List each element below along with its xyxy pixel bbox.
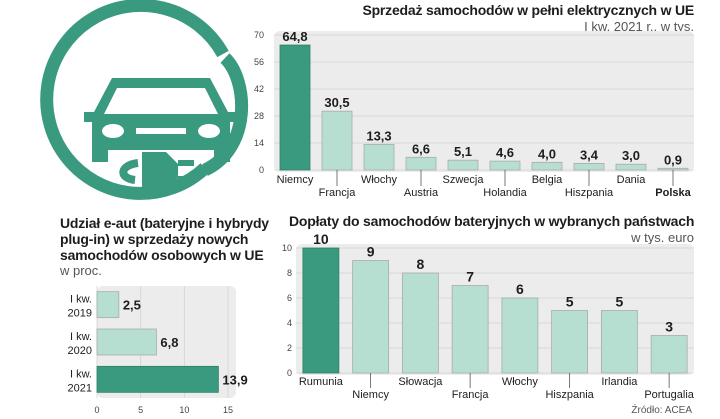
chart1-value-label: 13,3	[366, 128, 391, 143]
chart3-category-label: Słowacja	[398, 376, 443, 388]
chart1-ytick-label: 56	[254, 57, 264, 67]
chart2-category-label-line1: I kw.	[70, 368, 92, 380]
chart1-value-label: 0,9	[664, 152, 682, 167]
chart1-category-label: Szwecja	[443, 174, 485, 186]
chart3-ytick-label: 4	[287, 318, 292, 328]
chart2-xtick-label: 0	[94, 405, 99, 415]
chart3-category-label: Portugalia	[644, 389, 694, 401]
chart1-value-label: 3,4	[580, 147, 599, 162]
chart2-xtick-label: 5	[138, 405, 143, 415]
chart3-category-label: Rumunia	[299, 376, 344, 388]
chart1-bar	[279, 44, 311, 171]
chart2-bar	[96, 365, 219, 393]
chart2-xtick-label: 15	[223, 405, 233, 415]
chart1-bar	[573, 163, 605, 171]
chart3-bar	[401, 272, 439, 374]
chart1-value-label: 30,5	[324, 95, 349, 110]
chart3-panel	[296, 244, 694, 375]
chart3-value-label: 5	[615, 294, 623, 310]
chart1-category-label: Polska	[655, 187, 691, 199]
chart1-bar	[405, 156, 437, 171]
chart2-title-line2: plug-in) w sprzedaży nowych	[60, 231, 249, 247]
chart1-category-label: Włochy	[361, 174, 398, 186]
chart3-value-label: 9	[367, 244, 375, 260]
source-note: Źródło: ACEA	[631, 405, 692, 416]
chart1-value-label: 4,0	[538, 146, 556, 161]
chart3-value-label: 3	[665, 319, 673, 335]
chart1-value-label: 6,6	[412, 141, 430, 156]
chart3-category-label: Francja	[452, 389, 490, 401]
chart3-bar	[352, 260, 390, 374]
chart1-panel	[274, 31, 694, 172]
chart1-category-label: Niemcy	[277, 174, 314, 186]
chart1-bar	[657, 167, 689, 171]
chart2-category-label-line1: I kw.	[70, 331, 92, 343]
chart2-subtitle: w proc.	[60, 263, 102, 278]
chart3-ytick-label: 8	[287, 268, 292, 278]
chart1-category-label: Belgia	[532, 174, 563, 186]
chart2-title-line1: Udział e-aut (bateryjne i hybrydy	[60, 215, 269, 231]
chart1-bar	[321, 110, 353, 171]
chart3-bar	[302, 247, 340, 374]
chart2-category-label-line2: 2020	[68, 345, 92, 357]
chart2-title-line3: samochodów osobowych w UE	[60, 247, 264, 263]
chart3-category-label: Hiszpania	[545, 389, 594, 401]
chart3-bar	[501, 297, 539, 374]
chart1-value-label: 64,8	[282, 29, 307, 44]
chart2-value-label: 2,5	[123, 298, 141, 313]
chart3-subtitle: w tys. euro	[631, 230, 694, 245]
electric-car-charging-icon	[40, 0, 249, 200]
chart3-bar	[600, 310, 638, 374]
chart1-bar	[615, 163, 647, 171]
chart3-bar	[551, 310, 589, 374]
chart3-value-label: 5	[566, 294, 574, 310]
chart3-category-label: Irlandia	[601, 376, 638, 388]
chart1-category-label: Holandia	[483, 187, 527, 199]
chart3-ytick-label: 10	[282, 243, 292, 253]
chart3-value-label: 10	[313, 231, 329, 247]
chart3-category-label: Włochy	[502, 376, 539, 388]
chart3-category-label: Niemcy	[352, 389, 389, 401]
chart1-ytick-label: 28	[254, 111, 264, 121]
chart2-bar	[96, 328, 157, 356]
chart1-category-label: Hiszpania	[565, 187, 614, 199]
chart1-category-label: Austria	[404, 187, 439, 199]
chart2-category-label-line2: 2021	[68, 382, 92, 394]
chart3-bar	[451, 285, 489, 374]
chart3-ytick-label: 2	[287, 343, 292, 353]
chart1-category-label: Dania	[617, 174, 647, 186]
chart3-ytick-label: 6	[287, 293, 292, 303]
chart2-bar	[96, 291, 120, 319]
chart3-value-label: 7	[466, 269, 474, 285]
chart1-ytick-label: 70	[254, 30, 264, 40]
chart1-bar	[447, 159, 479, 171]
chart1-value-label: 4,6	[496, 145, 514, 160]
chart1-value-label: 3,0	[622, 148, 640, 163]
chart1-bar	[363, 143, 395, 171]
chart1-bar	[531, 161, 563, 171]
chart2-category-label-line1: I kw.	[70, 294, 92, 306]
chart3-ytick-label: 0	[287, 368, 292, 378]
chart1-ytick-label: 42	[254, 84, 264, 94]
chart3-title: Dopłaty do samochodów bateryjnych w wybr…	[289, 213, 695, 229]
chart2-xtick-label: 10	[179, 405, 189, 415]
chart3-bar	[650, 335, 688, 374]
chart1-value-label: 5,1	[454, 144, 472, 159]
chart1-category-label: Francja	[319, 187, 357, 199]
chart1-title: Sprzedaż samochodów w pełni elektrycznyc…	[362, 2, 694, 18]
chart3-value-label: 6	[516, 281, 524, 297]
chart1-ytick-label: 0	[259, 165, 264, 175]
chart2-value-label: 6,8	[160, 335, 178, 350]
chart1-ytick-label: 14	[254, 138, 264, 148]
chart2-value-label: 13,9	[222, 372, 247, 387]
chart1-subtitle: I kw. 2021 r., w tys.	[584, 19, 694, 34]
chart2-category-label-line2: 2019	[68, 308, 92, 320]
chart1-bar	[489, 160, 521, 171]
chart3-value-label: 8	[416, 256, 424, 272]
